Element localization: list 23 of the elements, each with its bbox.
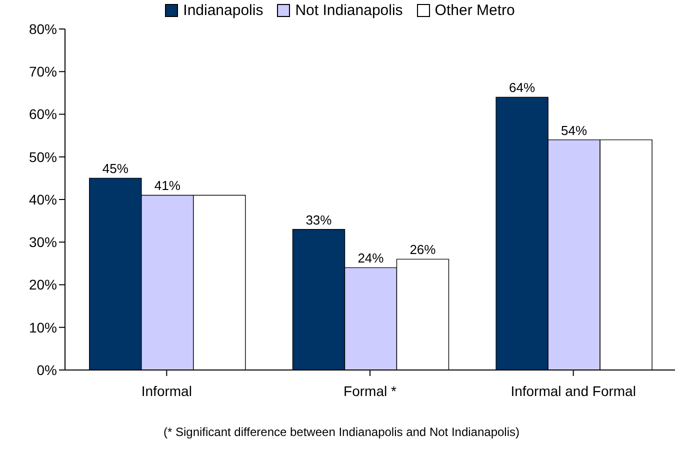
- y-tick-label: 10%: [28, 319, 57, 336]
- data-label: 33%: [306, 212, 332, 228]
- data-label: 64%: [509, 80, 536, 96]
- y-tick-label: 20%: [28, 276, 57, 293]
- y-tick-label: 40%: [28, 191, 57, 208]
- data-label: 54%: [561, 122, 588, 138]
- y-tick-label: 70%: [28, 64, 57, 80]
- data-label: 41%: [154, 178, 181, 194]
- legend-label: Not Indianapolis: [295, 2, 403, 19]
- x-tick-label: Informal and Formal: [510, 382, 636, 399]
- data-label: 45%: [102, 161, 129, 176]
- y-tick-label: 60%: [28, 106, 57, 122]
- data-label: 24%: [358, 250, 384, 266]
- legend-label: Other Metro: [434, 2, 515, 19]
- y-tick-label: 80%: [28, 20, 57, 37]
- x-tick-label: Formal *: [344, 382, 397, 399]
- text: (* Significant difference between Indianapolis and Not Indianapolis): [162, 425, 520, 439]
- y-tick-label: 50%: [28, 148, 57, 165]
- y-tick-label: 30%: [28, 234, 57, 250]
- y-tick-label: 0%: [36, 362, 57, 378]
- x-tick-label: Informal: [141, 382, 192, 399]
- data-label: 26%: [410, 242, 436, 258]
- legend-label: Indianapolis: [183, 2, 264, 19]
